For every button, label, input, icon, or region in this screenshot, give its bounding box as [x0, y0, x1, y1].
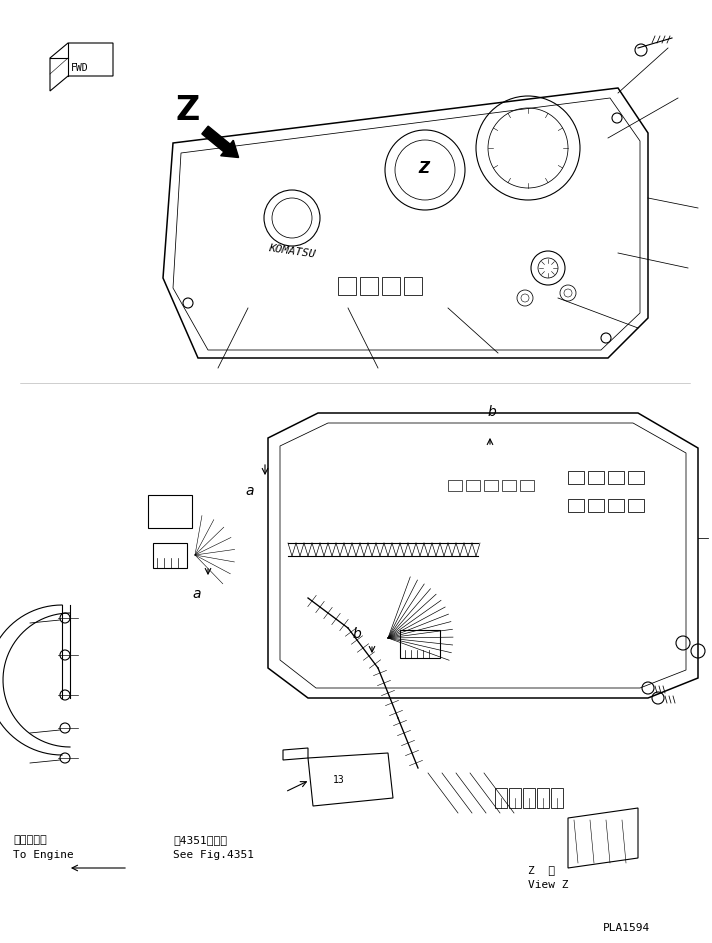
- Bar: [400, 630, 440, 658]
- Bar: [148, 495, 192, 528]
- FancyArrow shape: [201, 126, 239, 157]
- Bar: [588, 499, 604, 512]
- Bar: [448, 480, 462, 491]
- Bar: [537, 788, 549, 808]
- Text: See Fig.4351: See Fig.4351: [173, 850, 254, 860]
- Text: Z: Z: [418, 161, 429, 176]
- Text: PLA1594: PLA1594: [603, 923, 650, 933]
- Text: 笥4351図参照: 笥4351図参照: [173, 835, 227, 845]
- Bar: [551, 788, 563, 808]
- Bar: [608, 499, 624, 512]
- Bar: [404, 277, 422, 295]
- Text: エンジンへ: エンジンへ: [13, 835, 47, 845]
- Bar: [588, 471, 604, 484]
- Bar: [520, 480, 534, 491]
- Bar: [608, 471, 624, 484]
- Text: Z: Z: [175, 94, 199, 127]
- Bar: [523, 788, 535, 808]
- Text: b: b: [488, 405, 497, 419]
- Text: FWD: FWD: [71, 63, 88, 73]
- Bar: [360, 277, 378, 295]
- Text: a: a: [192, 587, 201, 601]
- Text: b: b: [353, 627, 362, 641]
- Bar: [153, 543, 187, 568]
- Text: a: a: [245, 484, 253, 498]
- Bar: [509, 788, 521, 808]
- Bar: [502, 480, 516, 491]
- Text: Z  視: Z 視: [528, 865, 555, 875]
- Text: 13: 13: [333, 775, 345, 785]
- Text: To Engine: To Engine: [13, 850, 74, 860]
- Bar: [568, 499, 584, 512]
- Bar: [628, 499, 644, 512]
- Text: View Z: View Z: [528, 880, 568, 890]
- Bar: [495, 788, 507, 808]
- Bar: [466, 480, 480, 491]
- Bar: [628, 471, 644, 484]
- Bar: [568, 471, 584, 484]
- Bar: [338, 277, 356, 295]
- Bar: [484, 480, 498, 491]
- Bar: [382, 277, 400, 295]
- Text: KOMATSU: KOMATSU: [268, 243, 316, 260]
